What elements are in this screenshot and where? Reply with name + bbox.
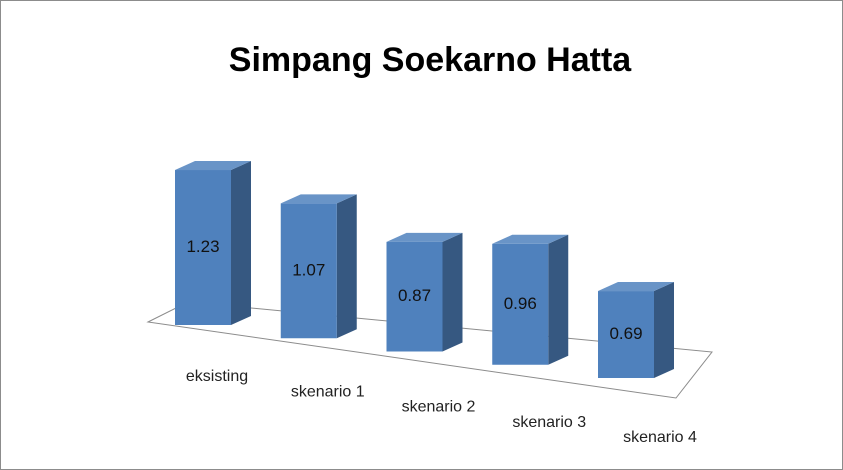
value-label: 0.96	[504, 294, 537, 313]
value-label: 0.87	[398, 286, 431, 305]
bar-side	[548, 234, 569, 365]
bar-side	[336, 194, 357, 339]
value-label: 1.23	[186, 237, 219, 256]
x-tick-label: skenario 2	[402, 399, 476, 416]
bar	[492, 243, 549, 365]
chart-title: Simpang Soekarno Hatta	[229, 41, 633, 79]
bar-top	[598, 282, 674, 292]
bar-top	[492, 234, 569, 244]
value-label: 0.69	[609, 324, 642, 343]
floor	[146, 301, 713, 399]
bar	[386, 241, 443, 352]
bar-top	[175, 161, 251, 171]
x-tick-label: skenario 3	[512, 414, 586, 431]
bar	[598, 291, 654, 378]
bar	[175, 170, 231, 325]
x-tick-label: skenario 1	[291, 383, 365, 400]
bar-side	[654, 282, 674, 378]
x-tick-label: skenario 4	[623, 429, 697, 446]
bar-side	[231, 161, 251, 325]
bar-side	[442, 232, 463, 352]
bar-top	[280, 194, 357, 204]
value-label: 1.07	[292, 260, 325, 279]
bar-top	[386, 232, 463, 242]
x-tick-label: eksisting	[186, 368, 248, 385]
bar	[280, 203, 337, 339]
